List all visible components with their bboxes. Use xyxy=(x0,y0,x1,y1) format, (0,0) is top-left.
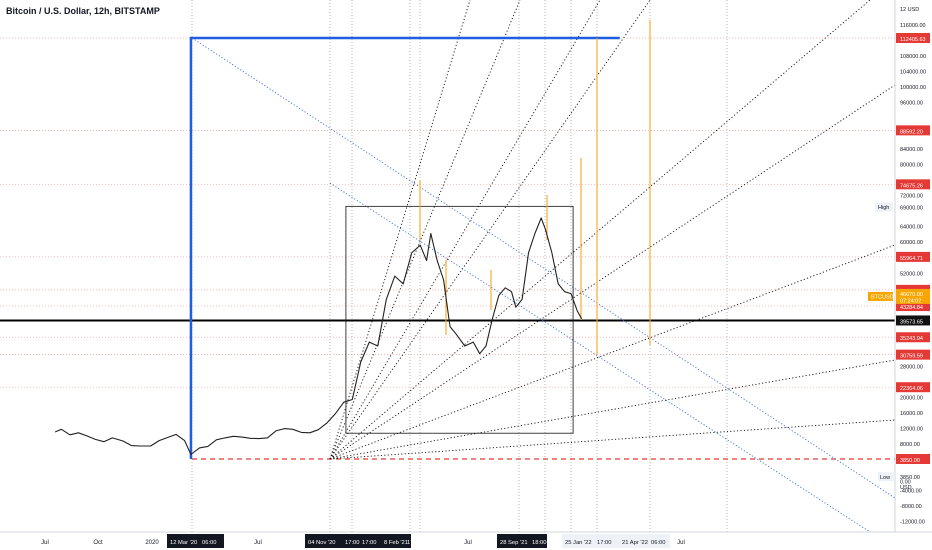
y-tick-10: 52000.00 xyxy=(900,271,923,277)
level-label-7-bg xyxy=(896,332,930,343)
fan-line-7 xyxy=(329,359,896,460)
y-tick-8: 64000.00 xyxy=(900,225,923,231)
y-tick-18: -8000.00 xyxy=(900,504,922,510)
x-highlight-0: 12 Mar '20 xyxy=(170,540,197,546)
price-axis-bg xyxy=(895,0,932,532)
current-price: 46670.00 xyxy=(900,292,923,298)
y-tick-15: 8000.00 xyxy=(900,442,920,448)
low-tag-bg xyxy=(878,472,894,482)
high-tag-bg xyxy=(875,202,893,212)
x-tick-3: Jul xyxy=(254,540,262,546)
price-line xyxy=(54,217,583,456)
x-highlight-4: 17:00 xyxy=(362,540,377,546)
y-tick-6: 80000.00 xyxy=(900,163,923,169)
level-label-6-bg xyxy=(896,315,930,326)
x-highlight-8: 18:00 xyxy=(532,540,547,546)
current-price-bg xyxy=(896,288,930,304)
price-series xyxy=(54,217,583,456)
level-label-10: 3850.00 xyxy=(900,458,920,464)
y-tick-2: 104000.00 xyxy=(900,70,926,76)
low-value: 3850.00 xyxy=(900,475,920,481)
y-tick-5: 84000.00 xyxy=(900,147,923,153)
x-highlight-9: 25 Jan '22 xyxy=(565,540,592,546)
diagonal-lines xyxy=(191,37,896,533)
symbol-tag: BTCUSD xyxy=(871,294,894,300)
x-highlight-5: 8 Feb '21 xyxy=(384,540,408,546)
countdown: 07:24:02 xyxy=(900,298,921,304)
level-label-5-bg xyxy=(896,301,930,312)
x-highlight-11: 21 Apr '22 xyxy=(622,540,648,546)
level-label-9: 22364.06 xyxy=(900,386,923,392)
y-tick-19: -12000.00 xyxy=(900,519,925,525)
y-tick-0: 116000.00 xyxy=(900,23,926,29)
y-tick-13: 16000.00 xyxy=(900,411,923,417)
x-highlight-10: 17:00 xyxy=(597,540,612,546)
fan-line-1 xyxy=(329,0,521,460)
fan-line-2 xyxy=(329,0,601,460)
y-tick-9: 60000.00 xyxy=(900,240,923,246)
level-label-8: 30759.59 xyxy=(900,354,923,360)
level-label-2-bg xyxy=(896,179,930,190)
y-tick-4: 96000.00 xyxy=(900,101,923,107)
high-value: 69000.00 xyxy=(900,206,923,212)
annotation-boxes xyxy=(189,36,620,459)
x-highlight-bg-1 xyxy=(305,534,411,548)
orange-markers xyxy=(419,20,651,355)
time-axis-bg xyxy=(0,532,932,550)
x-highlight-bg-2 xyxy=(497,534,547,548)
symbol-tag-bg xyxy=(868,291,893,301)
x-tick-5: Jul xyxy=(677,540,685,546)
fan-line-4 xyxy=(329,0,871,460)
y-tick-17: -4000.00 xyxy=(900,488,922,494)
x-highlight-7: 28 Sep '21 xyxy=(500,540,528,546)
y-tick-1: 108000.00 xyxy=(900,54,926,60)
x-highlight-3: 17:00 xyxy=(345,540,360,546)
extra-tick: 0.00 xyxy=(900,479,911,485)
level-label-2: 74675.26 xyxy=(900,183,923,189)
level-label-3: 55964.71 xyxy=(900,256,923,262)
level-label-7: 35243.94 xyxy=(900,336,923,342)
time-axis[interactable]: Jul Oct 2020 Jul Jul Jul 12 Mar '20 06:00 04 Nov… xyxy=(0,531,932,550)
price-axis[interactable]: 12 USD 116000.00 108000.00 104000.00 100000.… xyxy=(868,0,932,532)
level-label-5: 43284.84 xyxy=(900,305,923,311)
y-tick-14: 12000.00 xyxy=(900,426,923,432)
x-tick-0: Jul xyxy=(41,540,49,546)
y-tick-12: 20000.00 xyxy=(900,395,923,401)
level-label-8-bg xyxy=(896,349,930,360)
x-tick-4: Jul xyxy=(464,540,472,546)
level-label-9-bg xyxy=(896,382,930,393)
x-highlight-2: 04 Nov '20 xyxy=(308,540,336,546)
x-tick-1: Oct xyxy=(93,540,103,546)
annotation-box-1 xyxy=(345,205,574,434)
level-label-10-bg xyxy=(896,454,930,464)
level-label-0-bg xyxy=(896,33,930,43)
y-tick-11: 28000.00 xyxy=(900,364,923,370)
x-highlight-12: 06:00 xyxy=(651,540,666,546)
x-tick-2: 2020 xyxy=(145,540,159,546)
low-tag: Low xyxy=(880,475,890,481)
axis-top-tick: 12 USD xyxy=(900,7,919,13)
high-tag: High xyxy=(878,205,889,211)
y-tick-7: 72000.00 xyxy=(900,194,923,200)
fan-line-6 xyxy=(329,244,896,460)
x-highlight-bg-0 xyxy=(167,534,224,548)
diagonal-line-0 xyxy=(191,37,896,499)
x-highlight-6: 17:00 xyxy=(407,540,422,546)
fan-line-5 xyxy=(329,84,896,460)
gann-fan xyxy=(329,0,896,460)
level-label-1-bg xyxy=(896,125,930,136)
annotation-box-0 xyxy=(189,36,620,459)
level-label-0: 112405.63 xyxy=(900,37,926,43)
level-label-1: 88592.20 xyxy=(900,129,923,135)
usd-label: USD xyxy=(900,485,912,491)
fan-line-8 xyxy=(329,419,896,460)
y-tick-3: 100000.00 xyxy=(900,85,926,91)
x-highlight-bg-3 xyxy=(562,534,670,548)
x-highlight-1: 06:00 xyxy=(202,540,217,546)
level-label-6: 39573.65 xyxy=(900,319,923,325)
chart-title: Bitcoin / U.S. Dollar, 12h, BITSTAMP xyxy=(6,6,160,16)
level-label-3-bg xyxy=(896,251,930,262)
